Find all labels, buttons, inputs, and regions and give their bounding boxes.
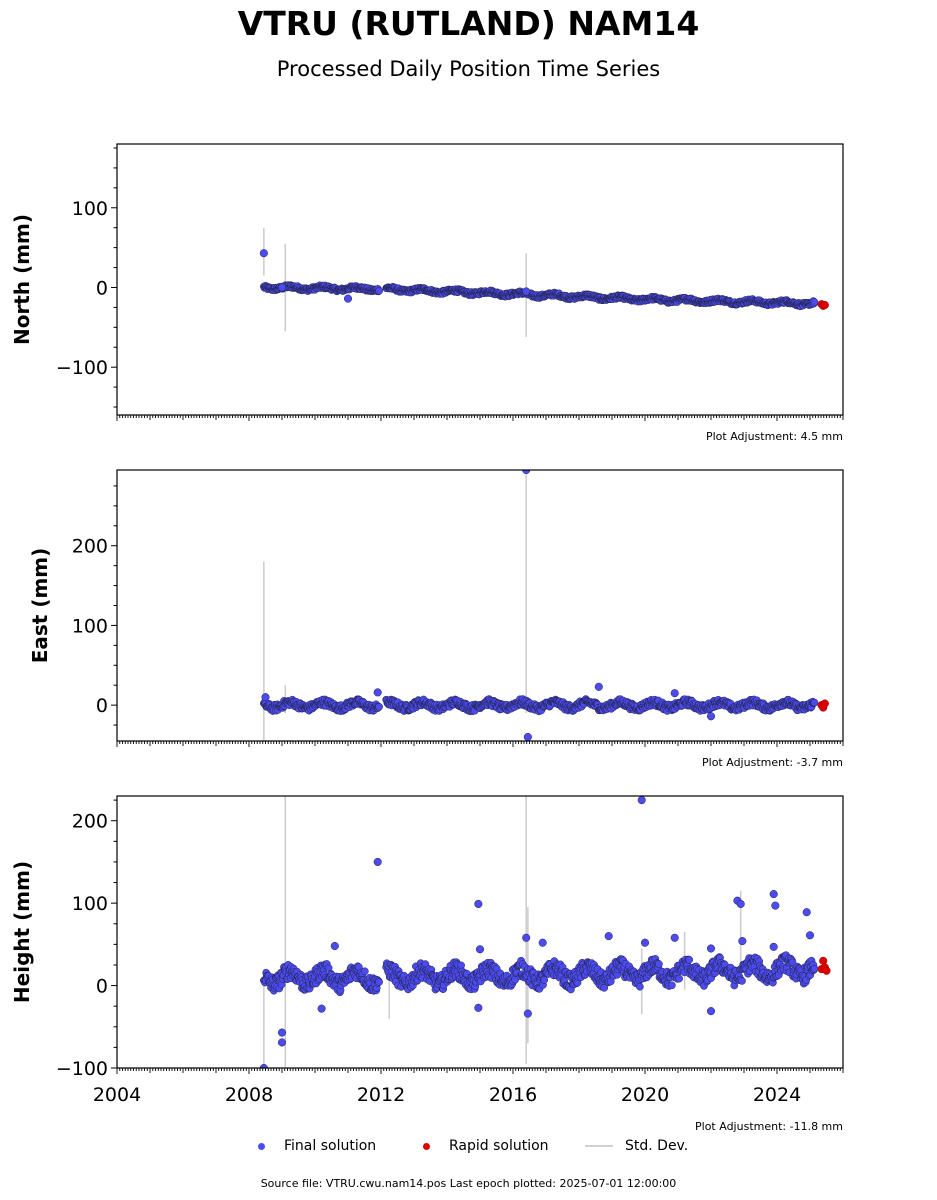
y-tick-label: 100 — [72, 198, 108, 220]
final-solution-outlier — [277, 1028, 287, 1037]
final-solution-outlier — [522, 287, 531, 296]
final-solution-outlier — [640, 938, 650, 947]
final-solution-outlier — [538, 938, 547, 947]
final-solution-outlier — [769, 942, 778, 951]
y-tick-label: −100 — [56, 1058, 108, 1080]
final-solution-outlier — [523, 1009, 532, 1018]
plot-adjustment-note: Plot Adjustment: -3.7 mm — [702, 756, 843, 769]
final-solution-outlier — [330, 941, 339, 951]
legend: Final solution Rapid solution Std. Dev. — [0, 1138, 937, 1158]
final-solution-outlier — [373, 688, 382, 697]
final-solution-point — [685, 955, 694, 964]
final-solution-point — [810, 698, 819, 707]
source-footer: Source file: VTRU.cwu.nam14.pos Last epo… — [260, 1177, 677, 1190]
x-tick-label: 2016 — [489, 1084, 537, 1106]
final-solution-outlier — [474, 1003, 483, 1012]
y-tick-label: 200 — [72, 536, 108, 558]
final-solution-outlier — [738, 937, 747, 946]
final-solution-point — [375, 978, 383, 986]
final-solution-outlier — [474, 899, 483, 909]
final-solution-outlier — [637, 796, 646, 805]
legend-std-marker — [585, 1145, 613, 1147]
legend-item-std: Std. Dev. — [585, 1138, 688, 1154]
panel-0-data — [259, 227, 829, 337]
final-solution-point — [360, 967, 369, 976]
panel-1-frame — [116, 469, 844, 742]
rapid-solution-point — [822, 966, 831, 975]
legend-item-final: Final solution — [258, 1138, 376, 1154]
x-tick-label: 2012 — [357, 1084, 405, 1106]
final-solution-outlier — [802, 908, 811, 917]
y-axis-label: Height (mm) — [10, 861, 34, 1003]
final-solution-outlier — [805, 931, 815, 940]
final-solution-outlier — [261, 693, 270, 702]
panel-2-frame — [116, 795, 844, 1069]
final-solution-point — [375, 702, 383, 711]
panel-0-frame — [116, 143, 844, 416]
final-solution-point — [655, 960, 663, 968]
final-solution-outlier — [373, 857, 382, 866]
y-axis-label: North (mm) — [10, 214, 34, 345]
x-tick-label: 2004 — [93, 1084, 141, 1106]
final-solution-outlier — [475, 945, 485, 954]
final-solution-outlier — [771, 901, 780, 910]
panel-2-data — [259, 796, 831, 1068]
final-solution-point — [636, 982, 644, 991]
final-solution-outlier — [706, 712, 716, 721]
y-axis-label: East (mm) — [28, 548, 52, 664]
y-tick-label: 0 — [96, 695, 108, 717]
chart-subtitle: Processed Daily Position Time Series — [276, 57, 661, 81]
y-tick-label: 200 — [72, 811, 108, 833]
panel-1-data — [260, 470, 829, 741]
chart-title: VTRU (RUTLAND) NAM14 — [237, 4, 700, 43]
y-tick-label: 0 — [96, 976, 108, 998]
final-solution-outlier — [277, 283, 287, 292]
legend-rapid-label: Rapid solution — [449, 1138, 549, 1154]
plot-adjustment-note: Plot Adjustment: -11.8 mm — [695, 1120, 843, 1133]
x-tick-label: 2008 — [225, 1084, 273, 1106]
legend-final-label: Final solution — [284, 1138, 377, 1154]
final-solution-point — [738, 977, 746, 985]
y-tick-label: 100 — [72, 615, 108, 637]
final-solution-outlier — [670, 933, 679, 942]
final-solution-outlier — [769, 890, 778, 899]
final-solution-outlier — [259, 249, 268, 258]
final-solution-point — [600, 983, 609, 992]
final-solution-outlier — [523, 732, 532, 741]
final-solution-outlier — [706, 944, 716, 953]
final-solution-outlier — [522, 933, 531, 942]
final-solution-outlier — [670, 689, 679, 698]
plot-adjustment-note: Plot Adjustment: 4.5 mm — [706, 430, 843, 443]
legend-final-marker — [258, 1142, 265, 1150]
y-tick-label: 0 — [96, 277, 108, 299]
legend-std-label: Std. Dev. — [625, 1138, 689, 1154]
y-tick-label: −100 — [56, 357, 108, 379]
final-solution-point — [810, 298, 819, 306]
final-solution-outlier — [604, 932, 613, 941]
final-solution-point — [810, 964, 819, 973]
rapid-solution-point — [820, 699, 829, 708]
final-solution-outlier — [706, 1007, 716, 1016]
rapid-solution-point — [819, 956, 828, 965]
legend-rapid-marker — [423, 1142, 430, 1150]
x-tick-label: 2020 — [621, 1084, 669, 1106]
final-solution-outlier — [317, 1004, 326, 1013]
final-solution-outlier — [594, 682, 603, 691]
final-solution-point — [675, 974, 683, 983]
final-solution-point — [375, 286, 383, 295]
final-solution-outlier — [343, 294, 353, 303]
final-solution-outlier — [736, 899, 745, 909]
final-solution-outlier — [277, 1038, 287, 1047]
rapid-solution-point — [820, 300, 829, 310]
x-tick-label: 2024 — [753, 1084, 801, 1106]
final-solution-point — [668, 981, 676, 990]
legend-item-rapid: Rapid solution — [423, 1138, 549, 1154]
y-tick-label: 100 — [72, 893, 108, 915]
